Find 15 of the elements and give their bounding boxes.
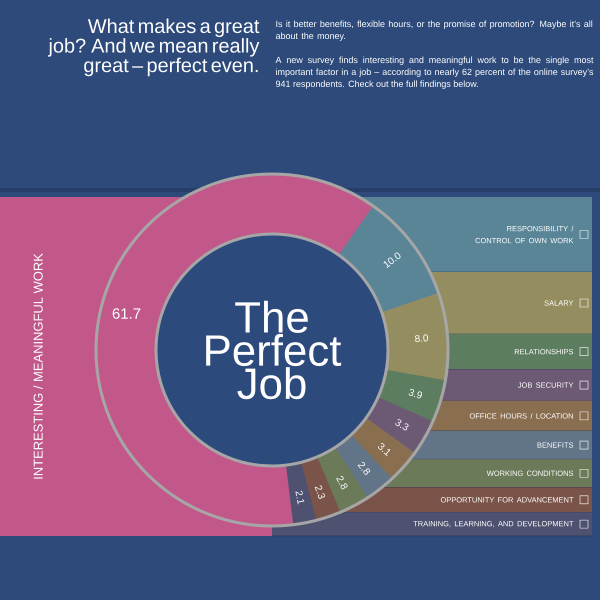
text: The Perfect Job xyxy=(206,300,342,400)
data-label: 2.1 xyxy=(295,490,304,504)
data-label: 3.9 xyxy=(408,388,422,398)
data-label: 3.3 xyxy=(395,419,409,430)
text: A new survey finds interesting and meaningful work to be the single most important factor in a job – according to nearly 62 percent of the online survey’s 941 respondents. Check out the full findings below. xyxy=(276,56,594,89)
data-label: 8.0 xyxy=(415,334,428,342)
data-label: 61.7 xyxy=(112,308,140,319)
data-label: 2.3 xyxy=(314,485,325,499)
chart-title: What makes a great job? And we mean really great – perfect even. xyxy=(48,18,260,76)
data-label: 10.0 xyxy=(384,252,401,268)
data-label: 2.8 xyxy=(336,476,348,490)
data-label: 3.1 xyxy=(378,443,390,456)
chart-subtitle: Is it better benefits, flexible hours, or the promise of promotion? Maybe it’s all about the money. xyxy=(276,20,592,41)
slice-label: INTERESTING / MEANINGFUL WORK xyxy=(33,253,43,479)
data-label: 2.8 xyxy=(358,462,370,475)
